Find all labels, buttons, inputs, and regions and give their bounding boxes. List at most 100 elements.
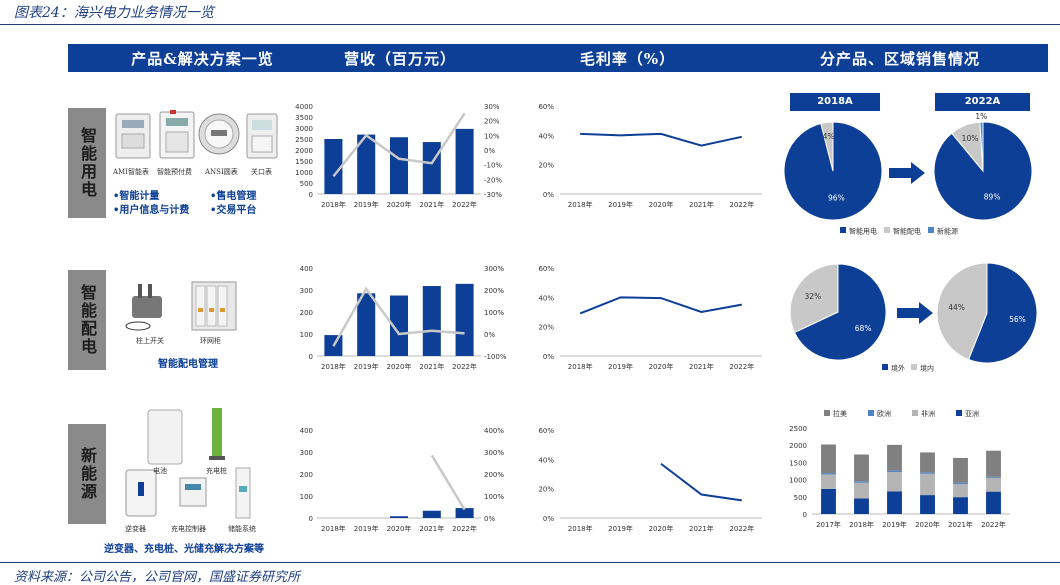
bullet-new-energy-solutions: 逆变器、充电桩、光储充解决方案等 — [104, 544, 264, 555]
pie-slice-label: 4% — [823, 132, 835, 141]
pie-2022-by-region: 56% 44% — [936, 262, 1038, 364]
pie-slice-label: 10% — [962, 134, 979, 143]
battery-icon — [147, 409, 183, 465]
legend-swatch — [868, 410, 874, 416]
x-tick-label: 2022年 — [981, 520, 1006, 529]
x-tick-label: 2018年 — [568, 200, 593, 209]
source-rule — [0, 562, 1060, 563]
y2-tick-label: 0% — [484, 331, 495, 339]
stacked-bar-segment — [920, 495, 935, 514]
ami-meter-icon — [115, 113, 151, 159]
distribution-products — [125, 281, 237, 331]
x-tick-label: 2019年 — [882, 520, 907, 529]
legend-label: 智能用电 — [849, 227, 877, 236]
pie-slice-label: 1% — [975, 112, 987, 121]
caption-inverter: 逆变器 — [125, 525, 146, 533]
caption-ring-main-unit: 环网柜 — [200, 337, 221, 345]
charging-pile-icon — [209, 408, 225, 460]
y-tick-label: 400 — [300, 265, 313, 273]
y2-tick-label: 300% — [484, 449, 504, 457]
title-rule — [0, 24, 1060, 25]
y-tick-label: 2000 — [789, 442, 807, 450]
prepaid-meter-icon — [159, 110, 195, 159]
x-tick-label: 2022年 — [452, 200, 477, 209]
revenue-bar — [455, 283, 474, 356]
revenue-chart-smart-metering: 0 500 1000 1500 2000 2500 3000 3500 4000 -30% -20%… — [295, 103, 502, 209]
stacked-bar-segment — [986, 450, 1001, 477]
revenue-bar — [324, 139, 343, 194]
y2-tick-label: 20% — [484, 118, 500, 126]
legend-swatch — [912, 410, 918, 416]
y-tick-label: 500 — [794, 494, 807, 502]
revenue-bar — [422, 510, 441, 518]
y-tick-label: 100 — [300, 331, 313, 339]
inverter-icon — [125, 469, 157, 517]
legend-label: 境外 — [891, 364, 905, 373]
y2-tick-label: 0% — [484, 147, 495, 155]
energy-storage-icon — [235, 467, 251, 519]
gateway-meter-icon — [246, 113, 278, 159]
stacked-bar-segment — [854, 498, 869, 514]
stacked-bar-segment — [887, 491, 902, 514]
pie-slice — [789, 263, 839, 334]
revenue-bar — [389, 295, 409, 356]
x-tick-label: 2021年 — [419, 200, 444, 209]
y-tick-label: 4000 — [295, 103, 313, 111]
figure-title: 图表24：海兴电力业务情况一览 — [14, 5, 214, 21]
x-tick-label: 2021年 — [419, 362, 444, 371]
y-tick-label: 20% — [538, 324, 554, 332]
stacked-bar-segment — [821, 473, 836, 475]
x-tick-label: 2017年 — [816, 520, 841, 529]
caption-ami-meter: AMI智能表 — [113, 168, 149, 176]
legend-label: 非洲 — [921, 409, 935, 418]
x-tick-label: 2020年 — [649, 524, 674, 533]
row-label-smart-distribution: 智能配电 — [68, 270, 106, 370]
stacked-bar-segment — [986, 491, 1001, 514]
bullet-trading-platform: •交易平台 — [210, 205, 257, 216]
y-tick-label: 1500 — [789, 459, 807, 467]
x-tick-label: 2021年 — [689, 524, 714, 533]
revenue-bar — [422, 286, 441, 356]
y2-tick-label: 200% — [484, 471, 504, 479]
legend-swatch — [928, 227, 934, 233]
y-tick-label: 1500 — [295, 158, 313, 166]
x-tick-label: 2022年 — [729, 362, 754, 371]
pie-slice — [936, 262, 988, 361]
revenue-bar — [389, 516, 409, 518]
x-tick-label: 2020年 — [387, 362, 412, 371]
legend-swatch — [824, 410, 830, 416]
smart-meter-products — [115, 110, 278, 159]
y-tick-label: 200 — [300, 471, 313, 479]
legend-swatch — [882, 364, 888, 370]
x-tick-label: 2022年 — [452, 524, 477, 533]
y-tick-label: 0% — [543, 353, 554, 361]
pie-slice — [979, 121, 984, 172]
stacked-bar-segment — [887, 470, 902, 473]
stacked-bar-segment — [953, 484, 968, 498]
y2-tick-label: -10% — [484, 162, 502, 170]
caption-battery: 电池 — [153, 467, 167, 475]
x-tick-label: 2019年 — [608, 200, 633, 209]
pie-slice-label: 32% — [805, 292, 822, 301]
revenue-bar — [357, 293, 376, 356]
x-tick-label: 2019年 — [354, 200, 379, 209]
x-tick-label: 2018年 — [321, 524, 346, 533]
y-tick-label: 20% — [538, 162, 554, 170]
tag-2018a: 2018A — [790, 93, 880, 111]
legend-label: 亚洲 — [965, 410, 979, 418]
y2-tick-label: 300% — [484, 265, 504, 273]
pie-slice — [967, 262, 1038, 364]
growth-line — [430, 454, 466, 511]
x-tick-label: 2019年 — [608, 524, 633, 533]
gross-margin-line — [579, 296, 742, 315]
x-tick-label: 2018年 — [321, 200, 346, 209]
x-tick-label: 2020年 — [387, 200, 412, 209]
x-tick-label: 2019年 — [354, 524, 379, 533]
y2-tick-label: 200% — [484, 287, 504, 295]
x-tick-label: 2020年 — [649, 200, 674, 209]
header-products: 产品&解决方案一览 — [131, 50, 274, 68]
y-tick-label: 300 — [300, 449, 313, 457]
revenue-chart-smart-distribution: 0 100 200 300 400 -100% 0% 100% 200% 300% 2018年 201… — [300, 265, 507, 371]
legend-label: 境内 — [920, 364, 934, 373]
revenue-bar — [422, 142, 441, 194]
